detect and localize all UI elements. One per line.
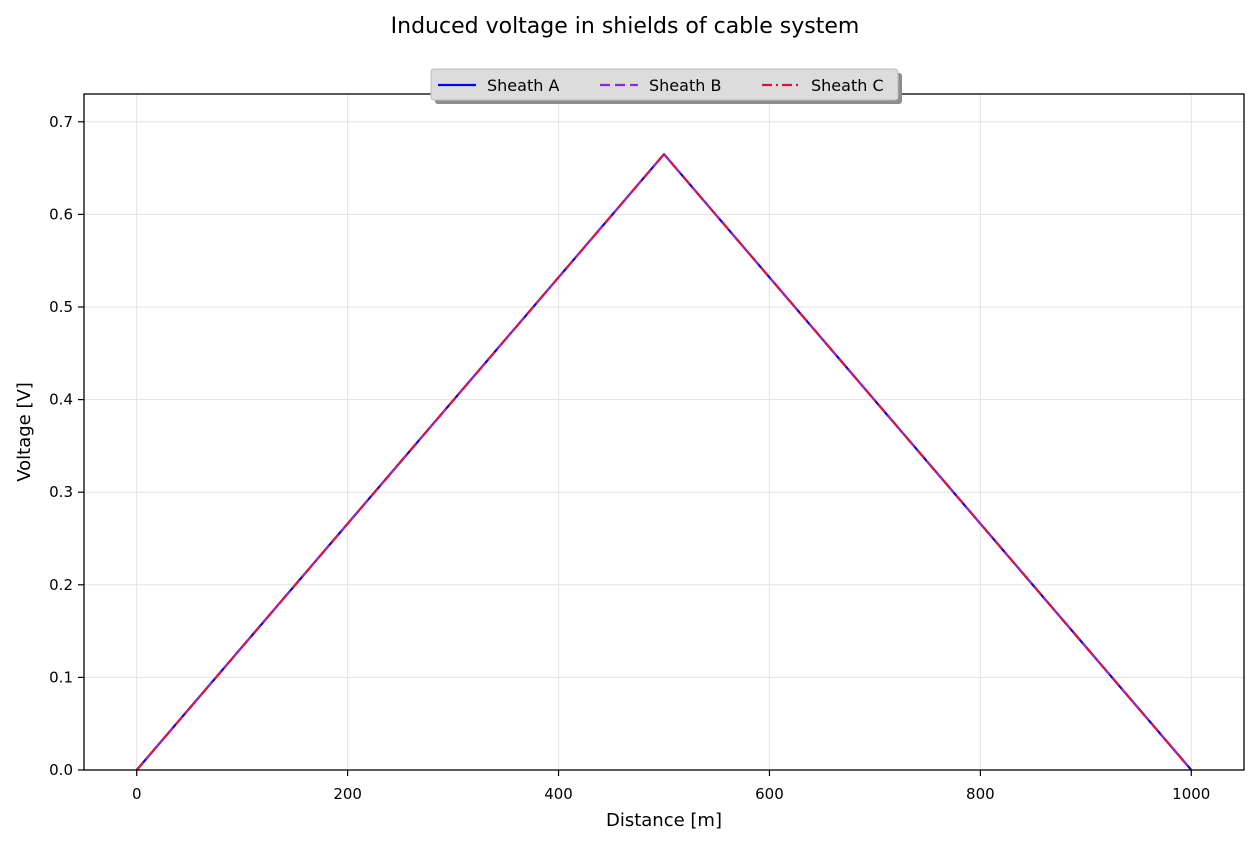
y-tick-label: 0.3 xyxy=(49,483,73,501)
y-tick-label: 0.1 xyxy=(49,668,73,686)
y-axis-label: Voltage [V] xyxy=(14,382,35,482)
y-tick-label: 0.0 xyxy=(49,761,73,779)
x-axis-label: Distance [m] xyxy=(606,810,722,831)
legend-label: Sheath B xyxy=(649,76,721,95)
x-tick-label: 1000 xyxy=(1172,785,1210,803)
x-tick-label: 0 xyxy=(132,785,142,803)
legend-label: Sheath A xyxy=(487,76,559,95)
grid-lines xyxy=(84,94,1244,771)
x-axis-ticks: 0 200 400 600 800 1000 xyxy=(132,770,1210,803)
legend-items: Sheath A Sheath B Sheath C xyxy=(438,76,884,95)
y-tick-label: 0.2 xyxy=(49,576,73,594)
x-tick-label: 600 xyxy=(755,785,784,803)
y-tick-label: 0.7 xyxy=(49,113,73,131)
y-tick-label: 0.4 xyxy=(49,391,73,409)
legend-box xyxy=(430,68,899,101)
x-tick-label: 400 xyxy=(544,785,573,803)
legend: Sheath A Sheath B Sheath C xyxy=(430,68,902,104)
x-tick-label: 200 xyxy=(333,785,362,803)
y-tick-label: 0.6 xyxy=(49,205,73,223)
plot-frame xyxy=(83,93,1245,771)
legend-label: Sheath C xyxy=(811,76,884,95)
y-tick-label: 0.5 xyxy=(49,298,73,316)
y-axis-ticks: 0.0 0.1 0.2 0.3 0.4 0.5 0.6 0.7 xyxy=(49,113,84,779)
data-lines xyxy=(135,153,1193,771)
chart-title: Induced voltage in shields of cable syst… xyxy=(391,14,860,39)
x-tick-label: 800 xyxy=(966,785,995,803)
series-line-sheath-b xyxy=(135,153,1193,771)
